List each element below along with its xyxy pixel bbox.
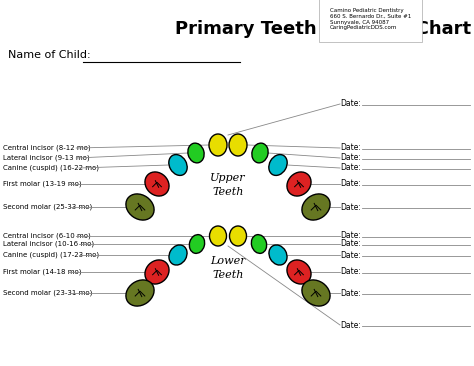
Text: Lateral incisor (9-13 mo): Lateral incisor (9-13 mo) [3,155,90,161]
Text: Date:: Date: [340,250,361,259]
Text: Second molar (25-33 mo): Second molar (25-33 mo) [3,204,92,210]
Text: Canine (cuspid) (17-23 mo): Canine (cuspid) (17-23 mo) [3,252,99,258]
Ellipse shape [302,194,330,220]
Text: First molar (14-18 mo): First molar (14-18 mo) [3,269,82,275]
Text: Date:: Date: [340,268,361,276]
Text: Date:: Date: [340,100,361,108]
Text: Date:: Date: [340,239,361,249]
Text: Date:: Date: [340,153,361,163]
Ellipse shape [302,280,330,306]
Ellipse shape [269,245,287,265]
Text: Upper
Teeth: Upper Teeth [210,173,246,197]
Ellipse shape [145,172,169,196]
Ellipse shape [145,260,169,284]
Text: Primary Teeth Eruption Chart: Primary Teeth Eruption Chart [175,20,471,38]
Ellipse shape [269,154,287,175]
Ellipse shape [287,260,311,284]
Text: Camino Pediatric Dentistry
660 S. Bernardo Dr., Suite #1
Sunnyvale, CA 94087
Car: Camino Pediatric Dentistry 660 S. Bernar… [330,8,411,30]
Ellipse shape [169,245,187,265]
Ellipse shape [126,280,154,306]
Ellipse shape [229,226,246,246]
Text: Central incisor (6-10 mo): Central incisor (6-10 mo) [3,233,91,239]
Text: Second molar (23-31 mo): Second molar (23-31 mo) [3,290,92,296]
Ellipse shape [210,226,227,246]
Ellipse shape [189,235,205,253]
Text: First molar (13-19 mo): First molar (13-19 mo) [3,181,82,187]
Text: Central incisor (8-12 mo): Central incisor (8-12 mo) [3,145,91,151]
Text: Lateral incisor (10-16 mo): Lateral incisor (10-16 mo) [3,241,94,247]
Ellipse shape [252,143,268,163]
Ellipse shape [229,134,247,156]
Text: Lower
Teeth: Lower Teeth [210,257,246,280]
Ellipse shape [188,143,204,163]
Text: Date:: Date: [340,179,361,188]
Text: Name of Child:: Name of Child: [8,50,91,60]
Text: Date:: Date: [340,202,361,212]
Text: Date:: Date: [340,321,361,329]
Text: Date:: Date: [340,232,361,240]
Text: Canine (cuspid) (16-22 mo): Canine (cuspid) (16-22 mo) [3,165,99,171]
Ellipse shape [126,194,154,220]
Ellipse shape [209,134,227,156]
Text: Date:: Date: [340,143,361,153]
Text: Date:: Date: [340,288,361,298]
Ellipse shape [287,172,311,196]
Text: Date:: Date: [340,164,361,172]
Ellipse shape [251,235,267,253]
Ellipse shape [169,154,187,175]
